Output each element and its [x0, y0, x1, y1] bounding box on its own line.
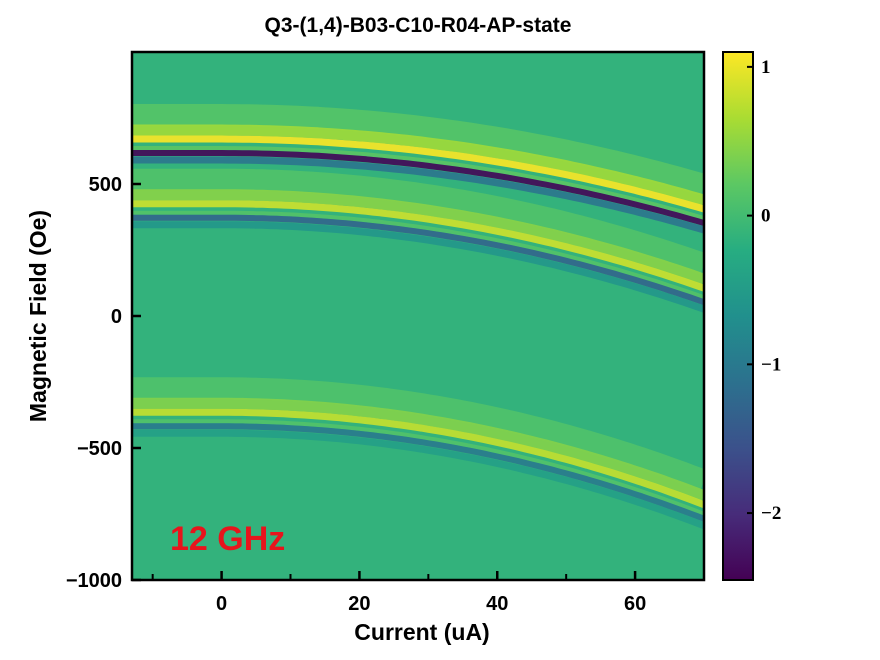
x-axis-label: Current (uA) — [354, 619, 489, 645]
colorbar-tick-label: 0 — [761, 206, 771, 227]
x-tick-label: 40 — [486, 593, 508, 615]
band-stripe — [132, 168, 704, 275]
frequency-annotation: 12 GHz — [170, 520, 285, 558]
y-tick-label: 500 — [89, 174, 122, 196]
resonance-band-2 — [132, 168, 704, 313]
band-stripe — [132, 189, 704, 285]
band-stripe — [132, 135, 704, 213]
y-tick-label: 0 — [111, 306, 122, 328]
band-stripe — [132, 377, 704, 491]
band-stripe — [132, 214, 704, 306]
band-stripe — [132, 104, 704, 196]
x-tick-label: 20 — [348, 593, 370, 615]
band-stripe — [132, 156, 704, 234]
x-tick-label: 60 — [624, 593, 646, 615]
colorbar-tick-label: −2 — [761, 503, 781, 524]
y-axis-label: Magnetic Field (Oe) — [25, 210, 51, 422]
resonance-band-3 — [132, 377, 704, 529]
band-stripe — [132, 408, 704, 508]
heatmap-area — [132, 52, 704, 580]
resonance-band-1 — [132, 104, 704, 234]
chart-title: Q3-(1,4)-B03-C10-R04-AP-state — [265, 14, 572, 37]
x-tick-label: 0 — [216, 593, 227, 615]
band-stripe — [132, 429, 704, 529]
band-stripe — [132, 210, 704, 300]
band-stripe — [132, 423, 704, 522]
band-stripe — [132, 124, 704, 206]
colorbar — [722, 51, 754, 581]
band-stripe — [132, 200, 704, 292]
band-stripe — [132, 150, 704, 226]
band-stripe — [132, 419, 704, 516]
y-tick-label: −1000 — [66, 570, 122, 592]
band-stripe — [132, 397, 704, 501]
y-tick-label: −500 — [77, 438, 122, 460]
colorbar-tick-label: 1 — [761, 57, 771, 78]
band-stripe — [132, 146, 704, 220]
band-stripe — [132, 221, 704, 313]
colorbar-tick-label: −1 — [761, 354, 781, 375]
